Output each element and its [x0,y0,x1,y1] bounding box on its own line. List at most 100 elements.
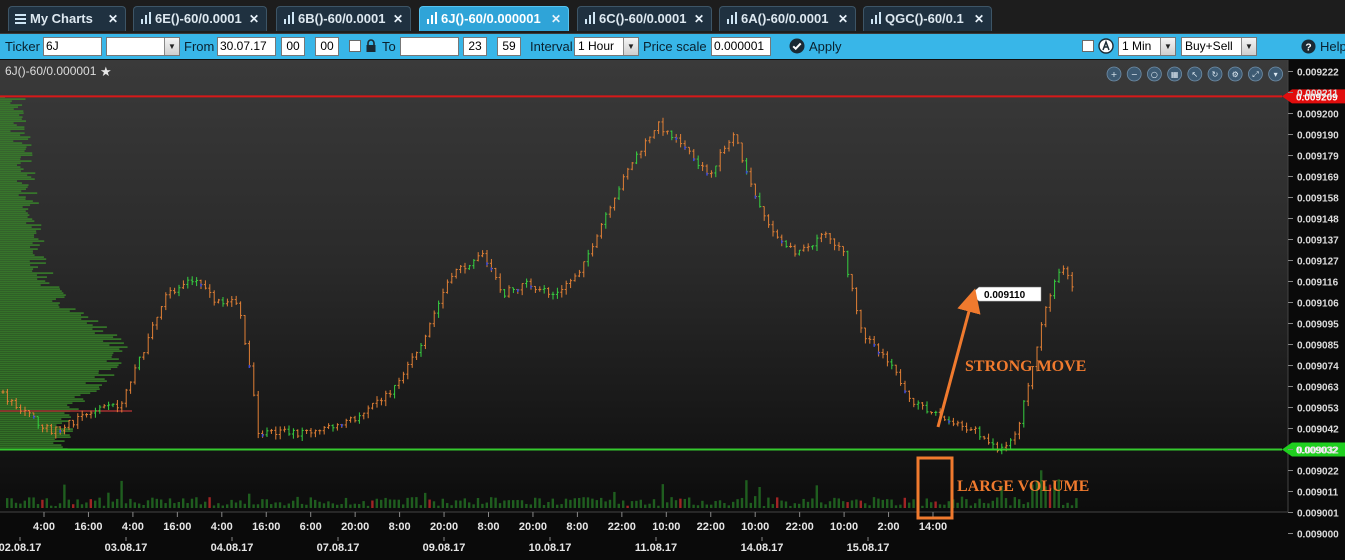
volume-bar [534,497,537,508]
volume-bar [28,497,31,508]
zoom-out-icon[interactable] [1126,66,1142,82]
volume-bar [76,499,79,508]
collapse-icon[interactable] [1268,66,1283,82]
volume-bar [613,491,616,508]
volume-bar [507,500,510,508]
fullscreen-icon[interactable] [1248,66,1263,82]
filter-checkbox[interactable] [1082,40,1094,52]
settings-icon[interactable] [1227,66,1243,82]
tab-6e[interactable]: 6E()-60/0.0001 ✕ [133,6,267,31]
tab-6a[interactable]: 6A()-60/0.0001 ✕ [719,6,856,31]
close-icon[interactable]: ✕ [837,12,848,26]
volume-bar [745,480,748,508]
volume-bar [987,503,990,508]
apply-button[interactable]: Apply [809,39,842,54]
close-icon[interactable]: ✕ [550,12,561,26]
volume-bar [789,505,792,508]
profile-bar [0,100,12,102]
profile-bar [0,398,84,400]
tab-qgc[interactable]: QGC()-60/0.1 ✕ [863,6,992,31]
from-minute-input[interactable]: 00 [315,37,339,56]
volume-bar [287,503,290,508]
price-bar-mark [754,195,757,199]
star-icon[interactable]: ★ [100,65,112,80]
aggregation-icon[interactable] [1098,38,1114,54]
volume-bar [762,505,766,508]
profile-bar [0,228,41,230]
price-chart[interactable]: 0.009209 0.009032 0.009110 0.009222 0.00921… [0,60,1345,560]
volume-bar [692,504,695,508]
profile-bar [0,264,31,266]
from-hour-input[interactable]: 00 [281,37,305,56]
grid-icon[interactable] [1167,66,1182,82]
side-select[interactable]: Buy+Sell ▼ [1181,37,1257,56]
interval-select[interactable]: 1 Hour ▼ [574,37,639,56]
volume-bar [1018,499,1021,508]
to-date-input[interactable] [400,37,459,56]
bar-chart-icon [283,12,295,24]
volume-bar [1057,479,1060,508]
volume-bar [111,501,114,508]
price-tick-label: 0.009190 [1297,131,1339,142]
volume-bar [107,492,110,508]
cursor-icon[interactable] [1187,66,1203,82]
to-enable-checkbox[interactable] [349,40,361,52]
to-hour-input[interactable]: 23 [463,37,487,56]
price-bar-mark [200,283,202,287]
tab-6c[interactable]: 6C()-60/0.0001 ✕ [577,6,712,31]
close-icon[interactable]: ✕ [973,12,984,26]
lock-icon[interactable] [365,39,377,53]
volume-bar [1044,486,1047,508]
volume-bar [877,498,880,508]
refresh-icon[interactable] [1207,66,1223,82]
close-icon[interactable]: ✕ [107,12,118,26]
profile-bar [0,128,25,130]
volume-bar [890,499,893,508]
price-tick-label: 0.009053 [1297,404,1339,415]
tab-6b[interactable]: 6B()-60/0.0001 ✕ [276,6,411,31]
volume-bar [292,500,295,508]
volume-bar [120,480,123,508]
zoom-reset-icon[interactable] [1147,66,1162,82]
close-icon[interactable]: ✕ [693,12,704,26]
profile-bar [0,366,118,368]
zoom-in-icon[interactable] [1106,66,1122,82]
ticker-select[interactable]: ▼ [106,37,180,56]
profile-bar [0,414,70,416]
close-icon[interactable]: ✕ [248,12,259,26]
interval-label: Interval [530,39,573,54]
volume-bar [982,502,986,508]
support-price-tag [1282,442,1345,457]
aggregation-select[interactable]: 1 Min ▼ [1118,37,1176,56]
from-date-input[interactable]: 30.07.17 [217,37,276,56]
volume-bar [63,484,66,508]
profile-bar [0,162,21,164]
tab-label: 6A()-60/0.0001 [741,11,829,26]
help-icon[interactable]: ? [1301,39,1316,54]
close-icon[interactable]: ✕ [392,12,403,26]
profile-bar [0,418,62,420]
profile-bar [0,336,114,338]
profile-bar [0,276,47,278]
profile-bar [0,404,68,406]
profile-bar [0,174,28,176]
profile-bar [0,346,128,348]
tab-6j[interactable]: 6J()-60/0.000001 ✕ [419,6,569,31]
help-link[interactable]: Help [1320,39,1345,54]
volume-bar [894,505,898,508]
ticker-input[interactable]: 6J [43,37,102,56]
volume-bar [969,505,972,508]
volume-bar [529,504,532,508]
volume-profile [0,96,132,450]
price-scale-input[interactable]: 0.000001 [711,37,771,56]
volume-bar [419,505,422,508]
profile-bar [0,236,35,238]
check-circle-icon[interactable] [789,38,805,54]
profile-bar [0,244,40,246]
tab-my-charts[interactable]: My Charts ✕ [8,6,126,31]
to-minute-input[interactable]: 59 [497,37,521,56]
volume-bar [270,504,273,508]
profile-bar [0,428,73,430]
profile-bar [0,156,21,158]
time-tick-label: 20:00 [519,521,547,533]
